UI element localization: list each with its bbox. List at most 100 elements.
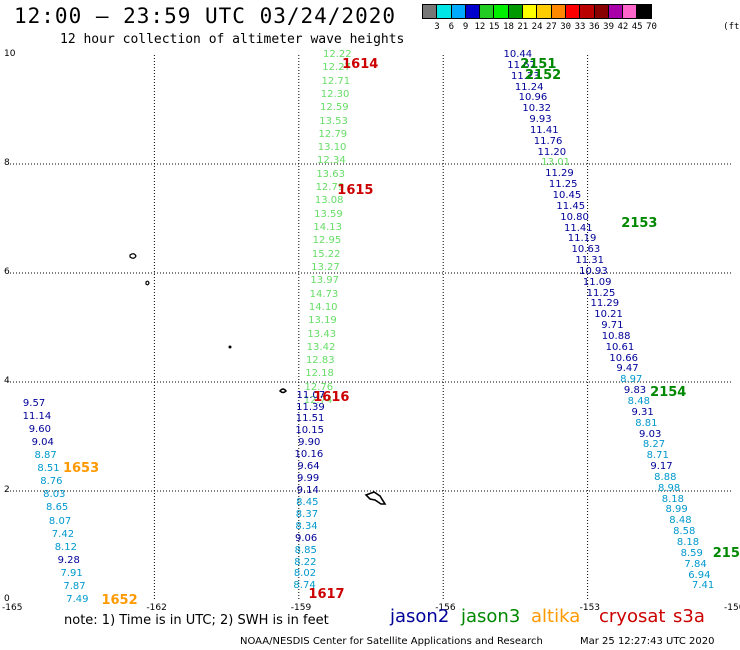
swh-value: 12.30	[320, 88, 350, 100]
color-scale-label: (ft)	[723, 22, 740, 32]
y-tick-label: 10	[4, 49, 16, 59]
x-tick-label: -159	[290, 603, 312, 613]
swh-value: 10.96	[518, 92, 548, 104]
color-scale-label: 36	[588, 22, 600, 32]
swh-value: 13.01	[541, 157, 570, 169]
color-scale-swatch	[507, 4, 524, 19]
swh-value: 11.20	[537, 146, 567, 158]
swh-value: 13.63	[316, 168, 345, 180]
swh-value: 8.48	[669, 515, 692, 527]
swh-value: 14.13	[313, 222, 342, 234]
swh-value: 12.76	[304, 381, 334, 393]
swh-value: 9.57	[22, 397, 46, 409]
color-scale-swatch	[579, 4, 595, 19]
color-scale-label: 9	[462, 22, 469, 32]
swh-value: 8.18	[676, 536, 700, 548]
swh-value: 7.84	[684, 558, 707, 570]
swh-value: 13.08	[314, 195, 344, 207]
swh-value: 8.74	[293, 580, 316, 592]
swh-value: 10.61	[605, 341, 635, 353]
island-outline	[364, 491, 387, 505]
legend-cryosat: cryosat	[599, 606, 665, 627]
swh-value: 9.14	[296, 485, 319, 496]
swh-value: 11.51	[295, 413, 325, 425]
color-scale-swatch	[593, 4, 609, 19]
color-scale-label: 42	[617, 22, 629, 32]
swh-value: 10.45	[552, 189, 582, 201]
swh-value: 13.43	[307, 328, 337, 340]
swh-value: 9.03	[639, 428, 662, 440]
swh-value: 9.99	[296, 473, 320, 485]
swh-value: 13.59	[314, 208, 343, 220]
swh-value: 11.29	[545, 168, 574, 180]
swh-value: 8.03	[43, 489, 66, 501]
swh-value: 11.07	[296, 389, 326, 401]
island-outline	[279, 388, 287, 394]
swh-value: 9.93	[529, 114, 552, 126]
wave-height-map	[10, 55, 732, 600]
color-scale-swatch	[464, 4, 481, 19]
swh-value: 7.87	[63, 580, 86, 592]
island-outline	[129, 253, 137, 259]
swh-value: 7.91	[60, 567, 83, 579]
swh-value: 9.90	[298, 437, 321, 449]
x-tick-label: -162	[146, 603, 167, 613]
swh-value: 12.83	[305, 355, 335, 367]
color-scale-label: 24	[531, 22, 543, 32]
track-number: 2153	[621, 215, 658, 231]
track-number: 1617	[308, 586, 345, 602]
color-scale-swatch	[607, 4, 624, 19]
legend-altika: altika	[531, 606, 580, 627]
swh-value: 8.34	[295, 520, 318, 532]
swh-value: 11.76	[533, 135, 563, 147]
track-number: 1653	[62, 461, 100, 477]
color-scale-swatch	[622, 4, 638, 19]
swh-value: 9.64	[297, 461, 320, 473]
swh-value: 10.32	[522, 103, 552, 115]
color-scale-label: 30	[560, 22, 572, 32]
swh-value: 14.73	[309, 288, 339, 300]
footnote: note: 1) Time is in UTC; 2) SWH is in fe…	[64, 613, 329, 628]
track-number: 1615	[337, 183, 374, 199]
swh-value: 12.34	[317, 155, 346, 167]
color-scale-label: 15	[488, 22, 500, 32]
swh-value: 11.29	[590, 298, 620, 310]
map-title: 12:00 – 23:59 UTC 03/24/2020	[14, 4, 397, 28]
x-tick-label: -165	[2, 603, 23, 613]
swh-value: 11.39	[296, 401, 325, 413]
swh-value: 10.66	[609, 352, 639, 364]
swh-value: 11.67	[507, 59, 536, 71]
swh-value: 13.97	[310, 275, 340, 287]
swh-value: 10.93	[579, 265, 608, 277]
swh-value: 8.81	[635, 417, 658, 429]
color-scale-label: 70	[646, 22, 657, 32]
x-tick-label: -156	[435, 603, 456, 613]
legend-label-jason2: jason2	[390, 606, 450, 627]
swh-value: 8.88	[654, 471, 677, 483]
legend-s3a: s3a	[673, 606, 705, 627]
legend-label-s3a: s3a	[673, 606, 705, 627]
swh-value: 12.22	[322, 49, 352, 60]
swh-value: 8.18	[661, 493, 684, 505]
swh-value: 7.42	[51, 528, 75, 540]
track-number: 1616	[313, 390, 350, 406]
swh-value: 11.41	[529, 124, 559, 136]
island-outline	[145, 280, 150, 286]
map-gridlines	[10, 55, 732, 600]
swh-value: 9.83	[623, 385, 647, 397]
swh-value: 11.09	[582, 276, 612, 288]
y-tick-label: 0	[4, 594, 10, 604]
track-number: 1652	[101, 593, 138, 609]
swh-value: 11.25	[548, 179, 578, 191]
color-scale-label: 27	[545, 22, 557, 32]
swh-value: 9.47	[616, 363, 639, 375]
swh-value: 13.19	[308, 315, 337, 327]
swh-value: 10.16	[294, 449, 324, 461]
swh-value: 8.71	[646, 450, 669, 462]
swh-value: 15.22	[311, 248, 341, 260]
swh-value: 7.41	[691, 580, 715, 592]
legend-label-altika: altika	[531, 606, 581, 627]
swh-value: 12.79	[318, 128, 348, 140]
legend-jason3: jason3	[461, 606, 520, 627]
